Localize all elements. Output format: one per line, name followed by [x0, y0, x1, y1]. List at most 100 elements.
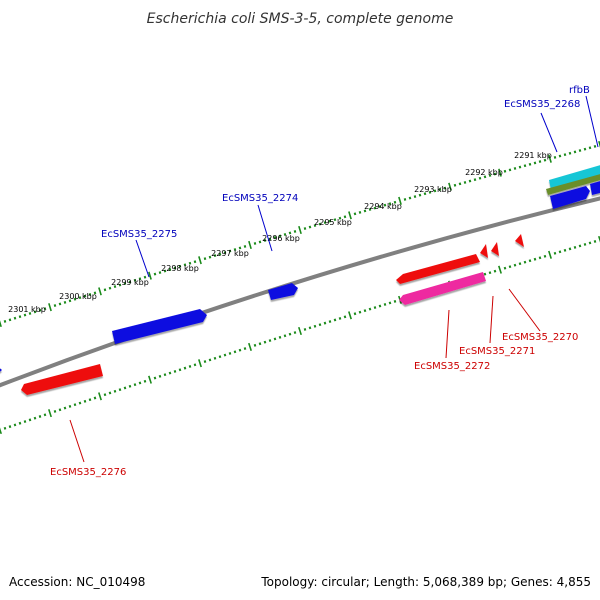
inner-tick [133, 383, 137, 387]
outer-tick [293, 230, 297, 233]
outer-tick [433, 189, 437, 193]
outer-tick [458, 182, 462, 186]
outer-tick [128, 280, 132, 284]
forward-features [0, 165, 600, 372]
outer-tick [303, 227, 307, 230]
inner-tick [18, 421, 22, 425]
scale-label-2295: 2295 kbp [314, 218, 352, 227]
outer-tick [443, 186, 447, 190]
inner-tick [103, 393, 107, 397]
label-EcSMS35_2272[interactable]: EcSMS35_2272 [414, 361, 490, 372]
scale-label-2293: 2293 kbp [414, 185, 452, 194]
outer-tick [243, 245, 247, 248]
outer-tick [88, 293, 92, 296]
outer-tick [548, 154, 552, 163]
inner-tick [198, 359, 202, 368]
outer-tick [438, 188, 442, 191]
label-EcSMS35_2274[interactable]: EcSMS35_2274 [222, 193, 298, 204]
inner-tick [303, 327, 307, 331]
inner-tick [348, 311, 352, 320]
inner-tick [208, 358, 212, 362]
scale-labels: 2291 kbp 2292 kbp 2293 kbp 2294 kbp 2295… [8, 151, 552, 314]
outer-tick [488, 174, 492, 177]
outer-tick [178, 264, 182, 268]
feature-blue-2268 [550, 186, 590, 209]
leader-EcSMS35_2276 [69, 419, 85, 463]
inner-tick [118, 388, 122, 392]
outer-tick [223, 251, 227, 254]
inner-tick [328, 320, 332, 323]
inner-tick [578, 244, 582, 248]
outer-tick [478, 176, 482, 180]
inner-tick [288, 332, 292, 336]
inner-tick [293, 331, 297, 335]
outer-tick [208, 255, 212, 259]
outer-tick [238, 246, 242, 250]
outer-tick [13, 316, 17, 320]
inner-tick [68, 404, 72, 408]
outer-tick [288, 231, 292, 235]
outer-tick [423, 192, 427, 196]
inner-tick [548, 250, 552, 259]
inner-tick [363, 309, 367, 313]
inner-tick [168, 371, 172, 375]
outer-tick [328, 219, 332, 223]
inner-tick [508, 265, 512, 269]
label-EcSMS35_2271[interactable]: EcSMS35_2271 [459, 346, 535, 357]
inner-tick [593, 240, 597, 243]
outer-tick [468, 179, 472, 183]
outer-tick [558, 154, 562, 158]
outer-tick [268, 237, 272, 241]
outer-tick [383, 203, 387, 207]
outer-tick [103, 288, 107, 292]
inner-tick [338, 316, 342, 320]
inner-tick [223, 353, 227, 357]
inner-tick [368, 307, 372, 311]
feature-cyan-rfbB [549, 165, 600, 190]
inner-tick [378, 304, 382, 308]
outer-tick [368, 208, 372, 211]
inner-tick [163, 373, 167, 377]
outer-tick [553, 155, 557, 159]
outer-tick [528, 162, 532, 166]
label-EcSMS35_2270[interactable]: EcSMS35_2270 [502, 332, 578, 343]
label-EcSMS35_2276[interactable]: EcSMS35_2276 [50, 467, 126, 478]
outer-tick [0, 320, 2, 328]
outer-tick [573, 150, 577, 154]
inner-tick [53, 410, 57, 413]
scale-label-2298: 2298 kbp [161, 264, 199, 273]
inner-tick [248, 342, 252, 352]
inner-tick [258, 342, 262, 346]
outer-tick [388, 202, 392, 206]
outer-tick [323, 221, 327, 225]
feature-blue-edge [0, 368, 2, 372]
inner-tick [358, 310, 362, 314]
outer-tick [108, 286, 112, 290]
inner-tick [48, 409, 52, 418]
label-rfbB[interactable]: rfbB [569, 85, 590, 96]
inner-tick [108, 391, 112, 395]
inner-tick [333, 318, 337, 322]
outer-tick [168, 268, 172, 271]
outer-tick [218, 252, 222, 256]
outer-tick [198, 256, 202, 265]
label-EcSMS35_2268[interactable]: EcSMS35_2268 [504, 99, 580, 110]
label-EcSMS35_2275[interactable]: EcSMS35_2275 [101, 229, 177, 240]
outer-tick [413, 195, 417, 199]
genome-title: Escherichia coli SMS-3-5, complete genom… [147, 11, 454, 27]
outer-tick [538, 160, 542, 163]
outer-tick [418, 193, 422, 197]
inner-tick [0, 427, 2, 435]
inner-tick [98, 392, 102, 401]
inner-tick [383, 303, 387, 306]
outer-tick [588, 146, 592, 150]
inner-tick [273, 337, 277, 341]
outer-tick [448, 182, 452, 191]
inner-tick [128, 384, 132, 388]
outer-tick [133, 278, 137, 282]
outer-tick [143, 275, 147, 279]
topology-text: Topology: circular; Length: 5,068,389 bp… [260, 575, 591, 589]
feature-red-2271b [491, 242, 499, 256]
inner-tick [58, 408, 62, 412]
